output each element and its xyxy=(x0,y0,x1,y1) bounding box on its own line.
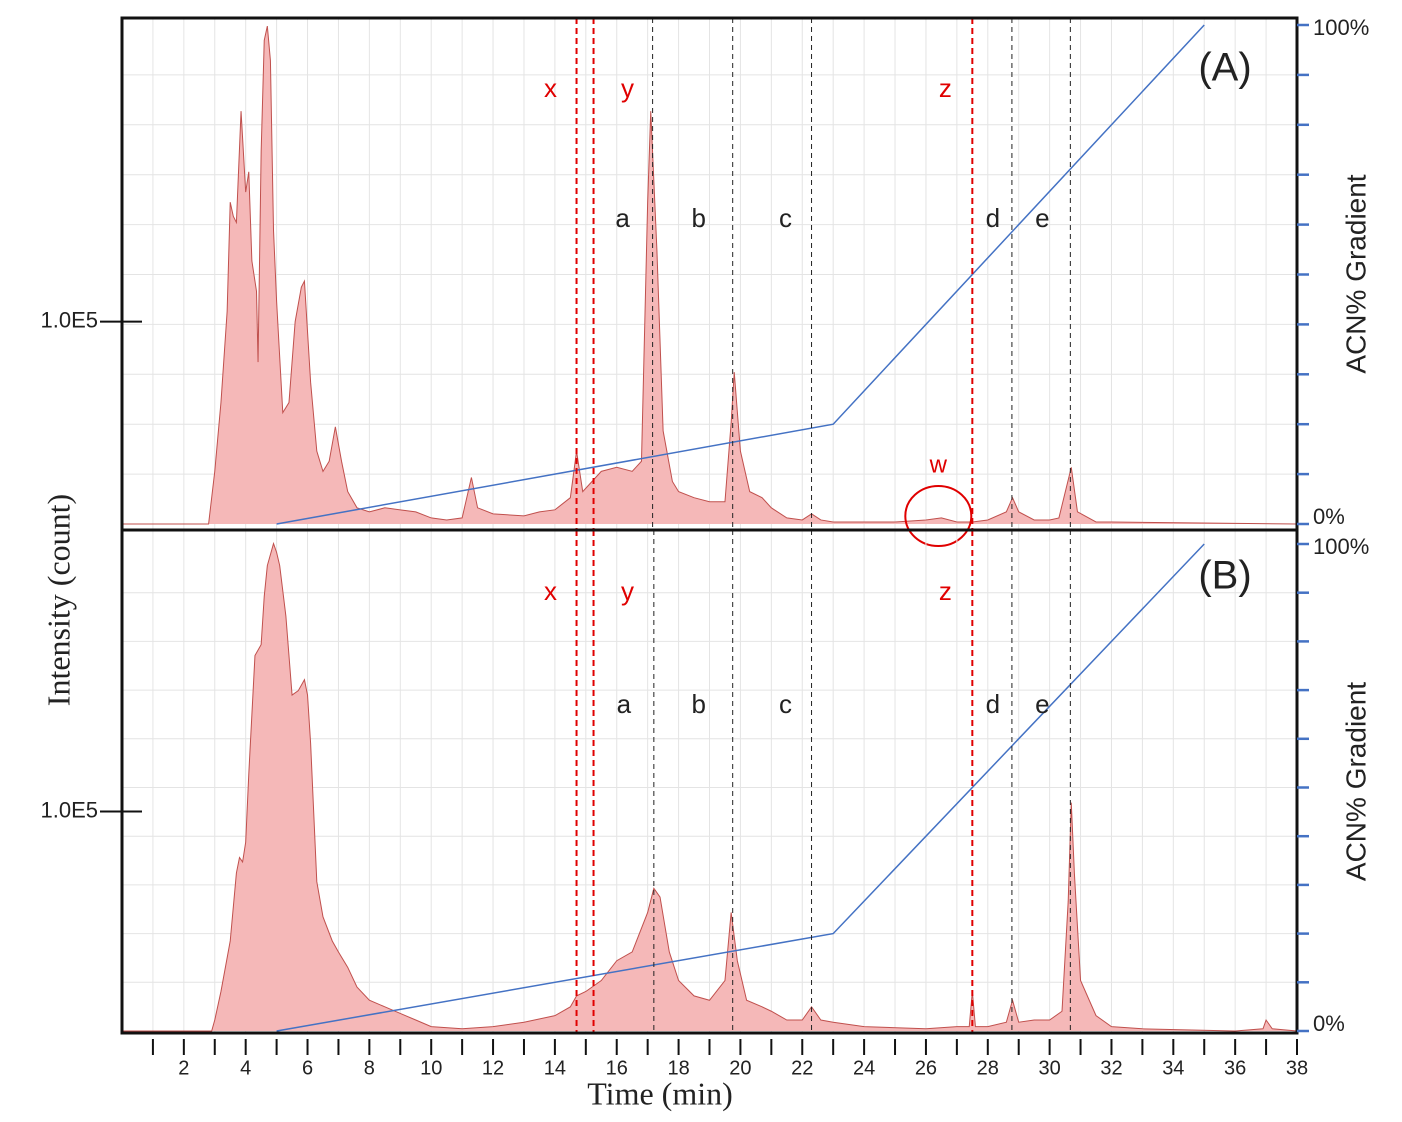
x-tick-label: 10 xyxy=(420,1057,442,1079)
x-tick-label: 6 xyxy=(302,1057,313,1079)
marker-label: z xyxy=(939,576,952,606)
y-tick-label: 1.0E5 xyxy=(41,307,99,332)
plot-frame xyxy=(120,528,1299,1035)
y2-tick-label: 0% xyxy=(1313,1011,1345,1036)
x-tick-label: 28 xyxy=(977,1057,999,1079)
panel-label: (A) xyxy=(1198,46,1251,90)
marker-label: b xyxy=(691,689,705,719)
x-tick-label: 36 xyxy=(1224,1057,1246,1079)
x-tick-label: 26 xyxy=(915,1057,937,1079)
chromatogram-area xyxy=(122,26,1297,524)
x-tick-label: 20 xyxy=(729,1057,751,1079)
x-tick-label: 8 xyxy=(364,1057,375,1079)
y2-axis-label: ACN% Gradient xyxy=(1340,682,1371,881)
x-tick-label: 2 xyxy=(178,1057,189,1079)
y-axis-label: Intensity (count) xyxy=(40,494,76,706)
x-tick-label: 16 xyxy=(606,1057,628,1079)
x-tick-label: 12 xyxy=(482,1057,504,1079)
marker-label: y xyxy=(621,576,634,606)
y2-axis-label: ACN% Gradient xyxy=(1340,174,1371,373)
chromatogram-line xyxy=(122,25,1298,525)
x-tick-label: 38 xyxy=(1286,1057,1308,1079)
marker-label: c xyxy=(779,203,792,233)
chromatogram-line xyxy=(122,541,1298,1032)
marker-label: a xyxy=(615,203,630,233)
y2-tick-label: 100% xyxy=(1313,534,1369,559)
marker-label: a xyxy=(617,689,632,719)
x-tick-label: 34 xyxy=(1162,1057,1184,1079)
circle-label: w xyxy=(929,451,948,478)
x-tick-label: 22 xyxy=(791,1057,813,1079)
marker-label: c xyxy=(779,689,792,719)
panel-label: (B) xyxy=(1198,554,1251,598)
x-axis-label: Time (min) xyxy=(587,1075,733,1111)
x-tick-label: 32 xyxy=(1100,1057,1122,1079)
marker-label: x xyxy=(544,576,557,606)
x-tick-label: 14 xyxy=(544,1057,566,1079)
y-tick-label: 1.0E5 xyxy=(41,797,99,822)
chromatogram-area xyxy=(122,543,1297,1031)
y2-tick-label: 100% xyxy=(1313,15,1369,40)
marker-label: e xyxy=(1035,203,1049,233)
x-tick-label: 24 xyxy=(853,1057,875,1079)
gradient-line xyxy=(276,543,1205,1032)
gradient-line xyxy=(276,24,1205,525)
marker-label: d xyxy=(986,689,1000,719)
x-tick-label: 30 xyxy=(1039,1057,1061,1079)
marker-label: y xyxy=(621,73,634,103)
marker-label: e xyxy=(1035,689,1049,719)
x-tick-label: 4 xyxy=(240,1057,251,1079)
x-tick-label: 18 xyxy=(667,1057,689,1079)
marker-label: x xyxy=(544,73,557,103)
y2-tick-label: 0% xyxy=(1313,504,1345,529)
marker-label: d xyxy=(986,203,1000,233)
marker-label: b xyxy=(691,203,705,233)
marker-label: z xyxy=(939,73,952,103)
highlight-circle xyxy=(904,485,973,547)
